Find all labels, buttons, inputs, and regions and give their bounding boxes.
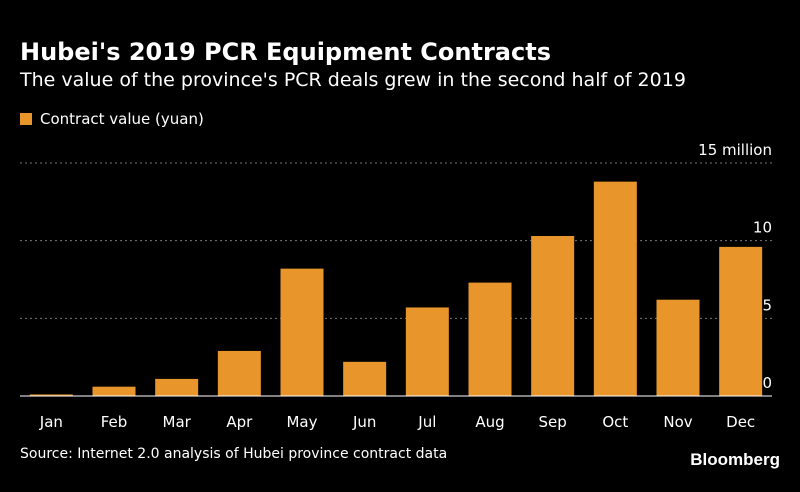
bar (531, 236, 575, 396)
x-tick-label: Jan (39, 413, 63, 431)
legend: Contract value (yuan) (20, 110, 204, 128)
x-tick-label: Jun (352, 413, 376, 431)
bar (719, 246, 763, 396)
x-tick-label: Nov (663, 413, 692, 431)
y-tick-label: 0 (762, 374, 772, 392)
y-tick-label: 15 million (698, 141, 772, 159)
bar (280, 268, 324, 396)
x-tick-label: Sep (539, 413, 567, 431)
x-tick-label: Dec (726, 413, 755, 431)
x-tick-label: Aug (475, 413, 504, 431)
bar (92, 386, 136, 396)
x-tick-label: Oct (602, 413, 628, 431)
chart-title: Hubei's 2019 PCR Equipment Contracts (20, 38, 551, 66)
bar (593, 181, 637, 396)
legend-swatch (20, 113, 32, 125)
source-note: Source: Internet 2.0 analysis of Hubei p… (20, 446, 448, 462)
bar (217, 350, 261, 396)
bar (155, 378, 199, 396)
legend-label: Contract value (yuan) (40, 110, 204, 128)
y-tick-label: 10 (753, 219, 772, 237)
x-tick-label: Mar (163, 413, 192, 431)
bar (656, 299, 700, 396)
chart-subtitle: The value of the province's PCR deals gr… (20, 69, 686, 91)
y-tick-label: 5 (762, 296, 772, 314)
bar (29, 394, 73, 396)
x-tick-label: May (286, 413, 317, 431)
bar (405, 307, 449, 396)
bloomberg-logo: Bloomberg (690, 450, 780, 469)
x-tick-label: Feb (101, 413, 128, 431)
x-tick-label: Apr (226, 413, 253, 431)
bar (468, 282, 512, 396)
x-tick-label: Jul (417, 413, 436, 431)
bar (343, 361, 387, 396)
